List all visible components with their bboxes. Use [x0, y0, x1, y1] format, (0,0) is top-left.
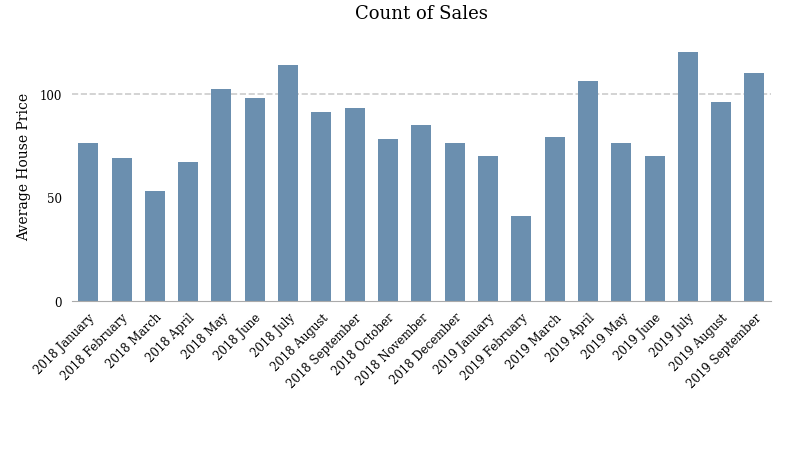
- Bar: [111, 158, 131, 301]
- Bar: [611, 144, 631, 301]
- Bar: [345, 109, 365, 301]
- Title: Count of Sales: Count of Sales: [355, 5, 488, 23]
- Bar: [178, 163, 198, 301]
- Bar: [312, 113, 332, 301]
- Bar: [678, 53, 698, 301]
- Bar: [511, 216, 531, 301]
- Bar: [712, 103, 731, 301]
- Bar: [645, 156, 665, 301]
- Bar: [211, 90, 231, 301]
- Bar: [545, 138, 564, 301]
- Bar: [444, 144, 464, 301]
- Bar: [744, 74, 765, 301]
- Bar: [378, 140, 398, 301]
- Bar: [78, 144, 99, 301]
- Bar: [478, 156, 498, 301]
- Bar: [578, 82, 598, 301]
- Bar: [145, 192, 165, 301]
- Y-axis label: Average House Price: Average House Price: [17, 93, 31, 241]
- Bar: [245, 99, 265, 301]
- Bar: [278, 65, 298, 301]
- Bar: [411, 125, 432, 301]
